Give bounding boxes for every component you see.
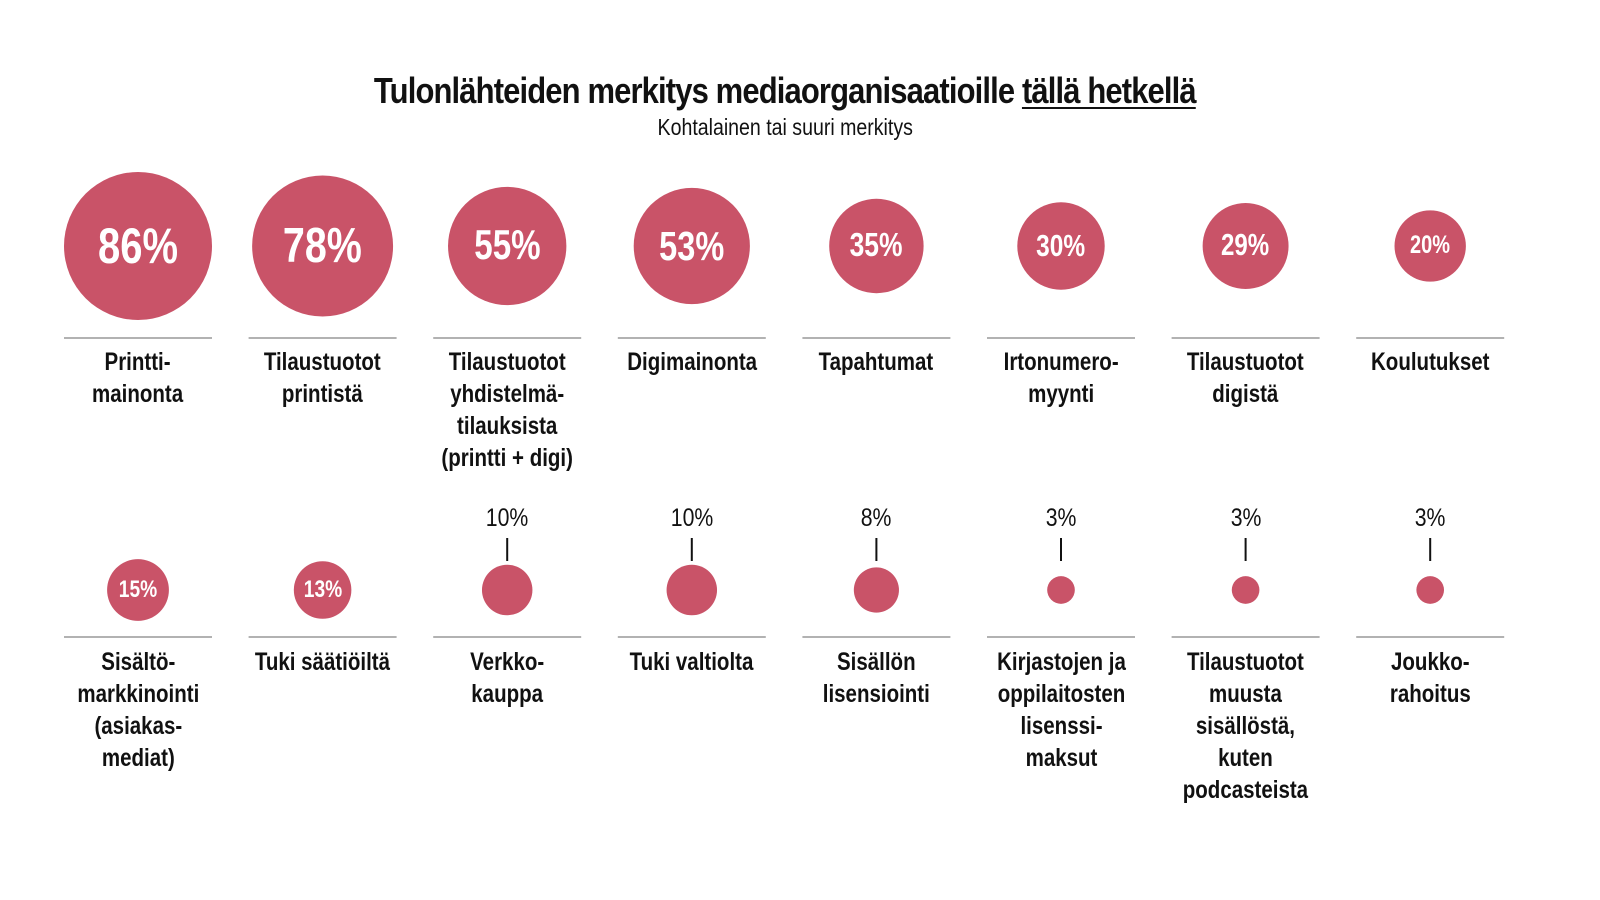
value-label: 30% xyxy=(1001,228,1121,265)
value-label: 35% xyxy=(816,226,936,266)
category-label: Verkko- kauppa xyxy=(407,646,607,710)
category-text: Tuki valtiolta xyxy=(629,648,754,676)
value-text: 86% xyxy=(97,218,179,274)
category-text: Tilaustuotot yhdistelmä- tilauksista (pr… xyxy=(441,348,573,472)
title-emphasis: tällä hetkellä xyxy=(1022,70,1197,111)
bubble xyxy=(1231,576,1260,604)
value-text: 13% xyxy=(303,575,342,603)
value-text: 3% xyxy=(1414,504,1446,532)
value-label: 78% xyxy=(263,216,383,275)
bubble xyxy=(448,186,567,306)
bubble xyxy=(666,564,718,616)
bubble xyxy=(293,561,352,619)
category-label: Irtonumero- myynti xyxy=(961,346,1161,410)
bubble xyxy=(1202,203,1289,289)
category-label: Tuki valtiolta xyxy=(592,646,792,678)
value-label: 55% xyxy=(447,221,567,271)
value-text: 53% xyxy=(659,222,725,269)
bubble xyxy=(1394,210,1466,282)
bubble xyxy=(633,187,750,305)
value-label: 15% xyxy=(78,576,198,605)
chart-title: Tulonlähteiden merkitys mediaorganisaati… xyxy=(0,70,1570,112)
category-text: Irtonumero- myynti xyxy=(1003,348,1119,408)
value-label: 29% xyxy=(1186,228,1306,264)
category-text: Tapahtumat xyxy=(819,348,934,376)
category-label: Sisällön lisensiointi xyxy=(776,646,976,710)
value-text: 3% xyxy=(1230,504,1261,532)
bubble xyxy=(252,175,394,317)
value-text: 30% xyxy=(1036,228,1086,263)
category-label: Printti- mainonta xyxy=(38,346,238,410)
bubble xyxy=(1017,202,1105,290)
bubble xyxy=(481,564,533,616)
category-text: Tilaustuotot printistä xyxy=(264,348,382,408)
bubble xyxy=(1416,576,1445,604)
value-label: 10% xyxy=(447,504,567,533)
category-text: Tilaustuotot muusta sisällöstä, kuten po… xyxy=(1182,648,1309,804)
value-label: 3% xyxy=(1370,504,1490,533)
category-text: Verkko- kauppa xyxy=(470,648,545,708)
value-label: 53% xyxy=(632,222,752,271)
category-text: Tuki säätiöiltä xyxy=(254,648,391,676)
bubble xyxy=(1047,576,1075,604)
category-text: Printti- mainonta xyxy=(92,348,184,408)
value-text: 35% xyxy=(849,227,903,265)
value-label: 86% xyxy=(78,216,198,276)
category-text: Koulutukset xyxy=(1370,348,1490,376)
category-label: Tilaustuotot muusta sisällöstä, kuten po… xyxy=(1146,646,1346,806)
category-label: Digimainonta xyxy=(592,346,792,378)
value-text: 8% xyxy=(861,504,892,532)
category-text: Digimainonta xyxy=(626,348,757,376)
value-text: 10% xyxy=(670,504,714,532)
category-text: Sisältö- markkinointi (asiakas- mediat) xyxy=(77,648,199,772)
bubble xyxy=(107,559,169,621)
value-text: 10% xyxy=(485,504,529,532)
value-label: 20% xyxy=(1370,231,1490,261)
category-text: Tilaustuotot digistä xyxy=(1187,348,1305,408)
chart-subtitle: Kohtalainen tai suuri merkitys xyxy=(0,114,1570,141)
value-label: 8% xyxy=(816,504,936,533)
category-label: Tapahtumat xyxy=(776,346,976,378)
subtitle-text: Kohtalainen tai suuri merkitys xyxy=(657,114,913,140)
value-label: 13% xyxy=(263,576,383,605)
value-text: 20% xyxy=(1410,231,1451,259)
value-label: 3% xyxy=(1001,504,1121,533)
category-label: Kirjastojen ja oppilaitosten lisenssi- m… xyxy=(961,646,1161,774)
category-label: Tuki säätiöiltä xyxy=(223,646,423,678)
category-label: Tilaustuotot yhdistelmä- tilauksista (pr… xyxy=(407,346,607,474)
value-text: 78% xyxy=(283,218,363,274)
category-text: Sisällön lisensiointi xyxy=(822,648,930,708)
bubble xyxy=(829,198,924,294)
category-label: Sisältö- markkinointi (asiakas- mediat) xyxy=(38,646,238,774)
bubble xyxy=(64,172,212,320)
category-text: Kirjastojen ja oppilaitosten lisenssi- m… xyxy=(996,648,1126,772)
value-text: 3% xyxy=(1045,504,1077,532)
category-label: Tilaustuotot printistä xyxy=(223,346,423,410)
category-text: Joukko- rahoitus xyxy=(1389,648,1471,708)
title-text: Tulonlähteiden merkitys mediaorganisaati… xyxy=(374,70,1023,111)
value-text: 15% xyxy=(118,575,158,603)
bubble xyxy=(853,567,899,613)
category-label: Koulutukset xyxy=(1330,346,1530,378)
category-label: Tilaustuotot digistä xyxy=(1146,346,1346,410)
value-text: 55% xyxy=(474,222,541,269)
value-label: 3% xyxy=(1186,504,1306,533)
value-label: 10% xyxy=(632,504,752,533)
value-text: 29% xyxy=(1221,228,1270,262)
category-label: Joukko- rahoitus xyxy=(1330,646,1530,710)
